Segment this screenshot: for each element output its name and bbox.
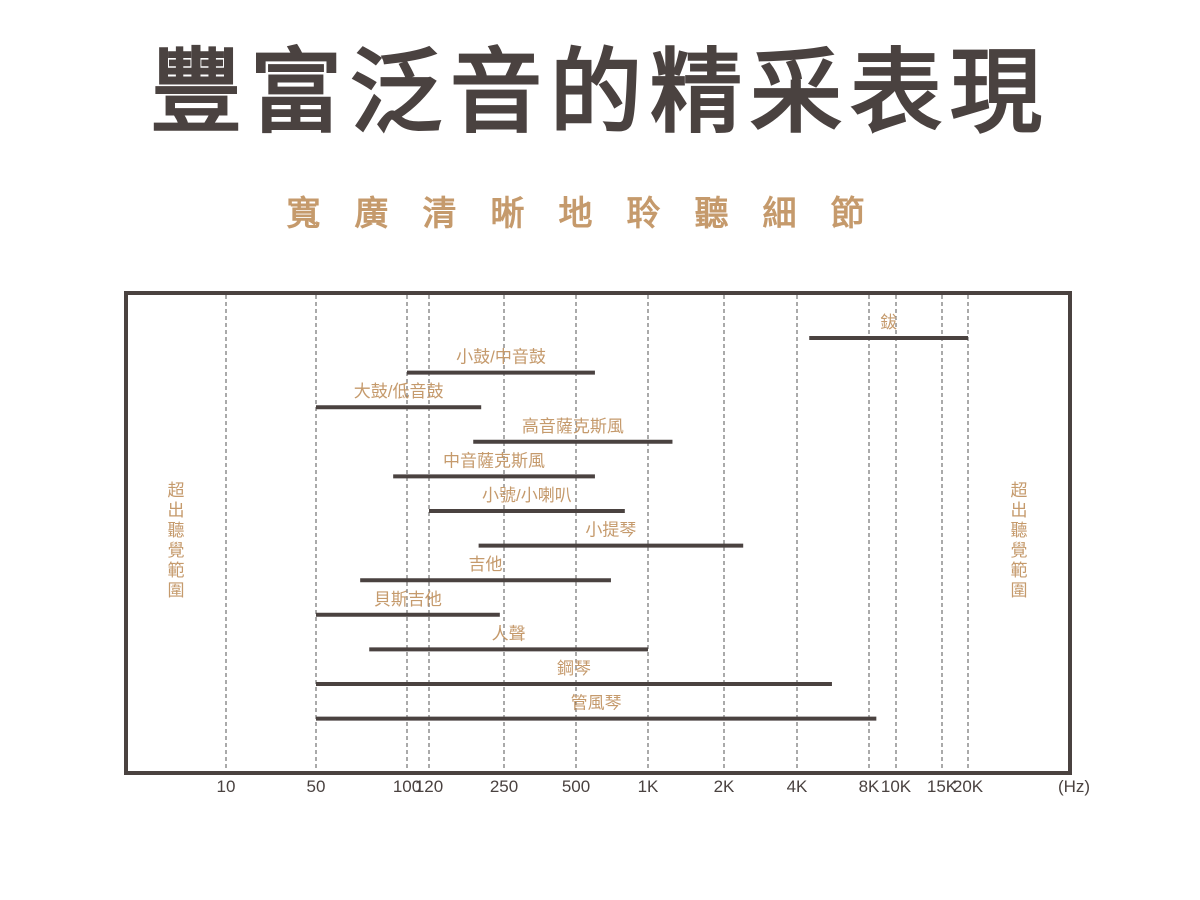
- range-bar-label: 管風琴: [571, 694, 622, 713]
- range-bar-label: 小號/小喇叭: [482, 486, 572, 505]
- range-bar-label: 鋼琴: [557, 659, 591, 678]
- range-bar-label: 高音薩克斯風: [522, 417, 624, 436]
- x-unit-label: (Hz): [1058, 777, 1090, 796]
- range-bar-label: 鈸: [880, 313, 897, 332]
- x-tick-label: 250: [490, 777, 518, 796]
- x-tick-label: 100: [393, 777, 421, 796]
- side-label-right: 超出聽覺範圍: [1011, 481, 1028, 600]
- side-label-left: 超出聽覺範圍: [168, 481, 185, 600]
- x-tick-label: 2K: [714, 777, 735, 796]
- x-tick-label: 8K: [859, 777, 880, 796]
- x-tick-label: 20K: [953, 777, 984, 796]
- grid-lines: [225, 295, 969, 771]
- x-tick-label: 15K: [927, 777, 958, 796]
- side-label-char: 聽: [1011, 521, 1028, 540]
- side-label-char: 聽: [168, 521, 185, 540]
- range-bar-label: 人聲: [492, 624, 526, 643]
- side-label-char: 出: [168, 501, 185, 520]
- side-label-char: 覺: [168, 541, 185, 560]
- range-bar-label: 大鼓/低音鼓: [354, 382, 444, 401]
- range-bar-label: 吉他: [469, 555, 503, 574]
- side-label-char: 超: [1011, 481, 1028, 500]
- x-tick-label: 4K: [787, 777, 808, 796]
- range-bar-label: 貝斯吉他: [374, 590, 442, 609]
- page-subtitle: 寬廣清晰地聆聽細節: [286, 194, 899, 234]
- x-tick-label: 50: [307, 777, 326, 796]
- side-label-char: 出: [1011, 501, 1028, 520]
- x-tick-label: 10: [217, 777, 236, 796]
- range-bar-label: 小提琴: [585, 521, 636, 540]
- side-label-char: 覺: [1011, 541, 1028, 560]
- range-bar-label: 中音薩克斯風: [443, 451, 545, 470]
- chart-frame: [124, 291, 1072, 775]
- x-tick-label: 10K: [881, 777, 912, 796]
- x-tick-label: 1K: [638, 777, 659, 796]
- side-label-char: 範: [168, 561, 185, 580]
- side-label-char: 圍: [168, 581, 185, 600]
- x-tick-label: 500: [562, 777, 590, 796]
- range-bars: 鈸小鼓/中音鼓大鼓/低音鼓高音薩克斯風中音薩克斯風小號/小喇叭小提琴吉他貝斯吉他…: [316, 313, 968, 721]
- side-label-char: 範: [1011, 561, 1028, 580]
- side-label-char: 超: [168, 481, 185, 500]
- page-title: 豐富泛音的精采表現: [149, 38, 1050, 146]
- x-tick-label: 120: [415, 777, 443, 796]
- range-bar-label: 小鼓/中音鼓: [456, 348, 546, 367]
- side-label-char: 圍: [1011, 581, 1028, 600]
